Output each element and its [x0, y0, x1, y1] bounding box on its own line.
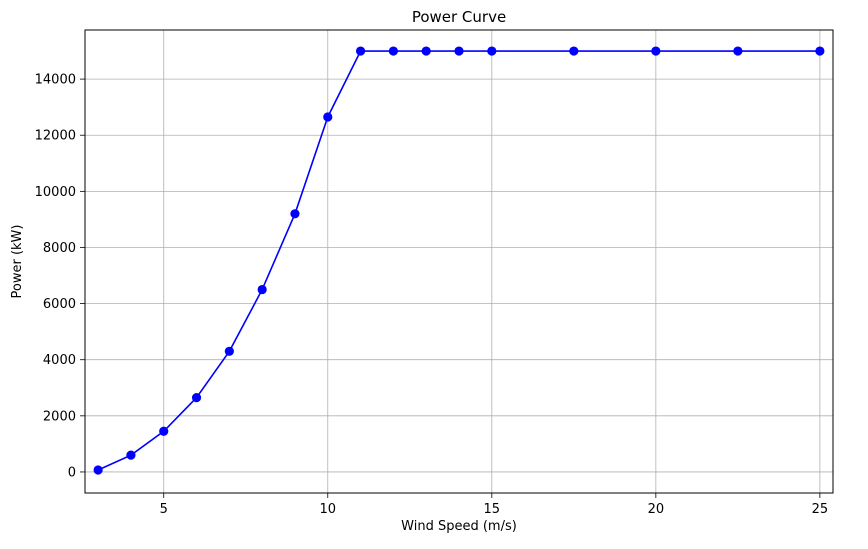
- data-point-marker: [388, 46, 398, 56]
- y-tick-label: 10000: [35, 185, 76, 200]
- data-point-marker: [257, 284, 267, 295]
- y-tick-label: 6000: [43, 297, 76, 312]
- x-tick-label: 20: [648, 502, 665, 517]
- x-tick-label: 5: [160, 502, 168, 517]
- data-point-marker: [487, 46, 497, 56]
- data-point-marker: [126, 450, 136, 460]
- plot-area-frame: [84, 29, 834, 494]
- y-tick-label: 4000: [43, 353, 76, 368]
- data-point-marker: [733, 46, 743, 56]
- series-layer: [93, 46, 825, 475]
- data-point-marker: [815, 46, 825, 56]
- data-point-marker: [159, 426, 169, 436]
- data-point-marker: [421, 46, 431, 56]
- grid-layer: [85, 30, 833, 493]
- data-point-marker: [191, 392, 202, 403]
- data-point-marker: [323, 112, 333, 122]
- y-tick-label: 14000: [35, 73, 76, 88]
- x-tick-label: 15: [484, 502, 501, 517]
- y-tick-label: 2000: [43, 409, 76, 424]
- chart-title: Power Curve: [412, 8, 506, 26]
- data-point-marker: [290, 209, 300, 219]
- y-axis-label: Power (kW): [10, 225, 25, 299]
- x-tick-label: 25: [812, 502, 829, 517]
- y-tick-label: 12000: [35, 129, 76, 144]
- x-axis-label: Wind Speed (m/s): [401, 519, 517, 534]
- data-point-marker: [651, 46, 661, 56]
- tick-layer: 5 10 15 20 25 0 2000 4000 6000 8000 10000 12000 1400…: [35, 73, 829, 517]
- y-tick-label: 0: [68, 465, 76, 480]
- y-tick-label: 8000: [43, 241, 76, 256]
- power-curve-line: [97, 50, 820, 471]
- data-point-marker: [569, 46, 579, 56]
- data-point-marker: [224, 346, 234, 356]
- data-point-marker: [355, 46, 366, 56]
- data-point-marker: [93, 465, 103, 475]
- x-tick-label: 10: [319, 502, 336, 517]
- data-point-marker: [454, 46, 464, 56]
